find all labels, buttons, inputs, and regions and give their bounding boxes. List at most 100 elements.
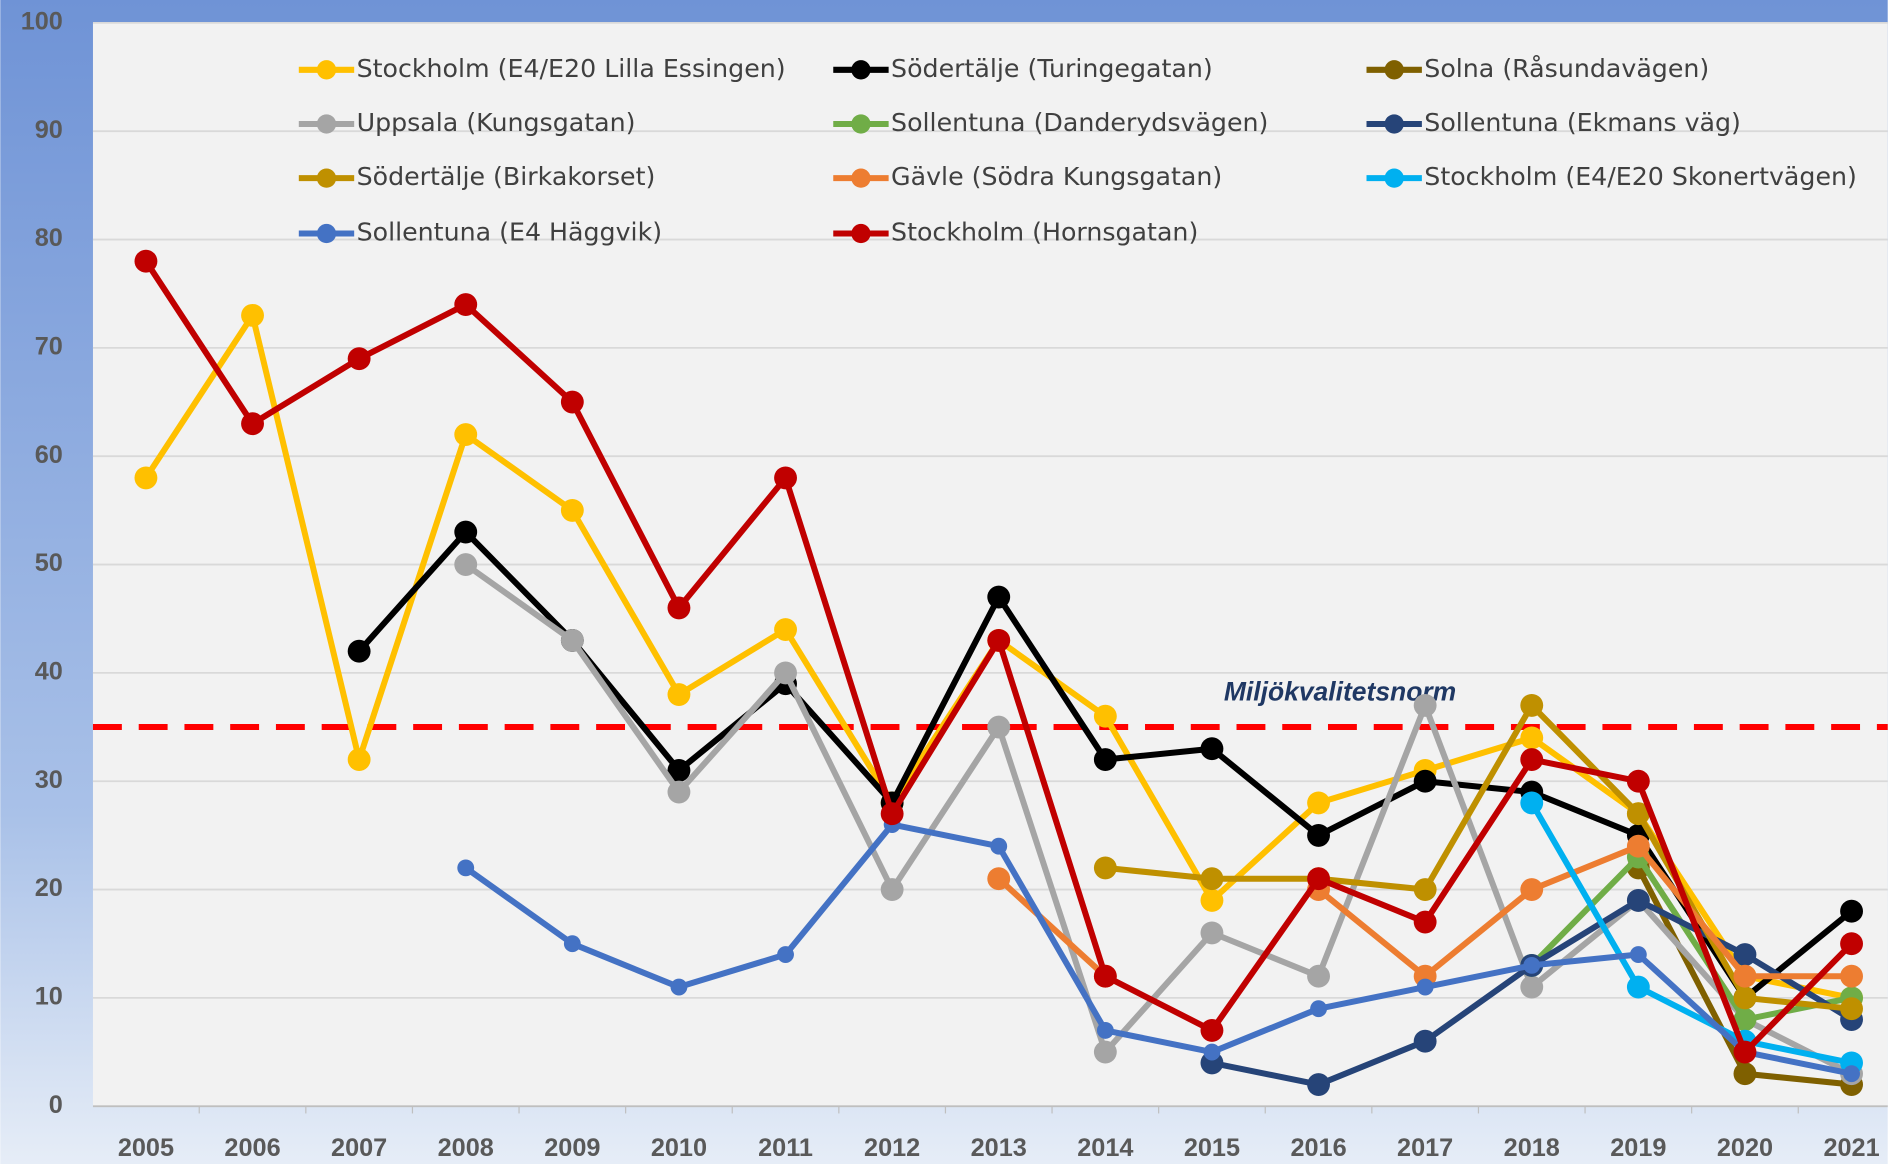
page: {"chart_data":{"type":"line", "categorie… <box>0 0 1888 1164</box>
legend-marker <box>317 60 336 79</box>
x-tick-label: 2009 <box>544 1134 600 1162</box>
legend-label: Stockholm (Hornsgatan) <box>891 218 1198 247</box>
y-tick-label: 20 <box>35 874 63 902</box>
data-point <box>774 618 797 641</box>
data-point <box>1201 921 1224 944</box>
data-point <box>1307 791 1330 814</box>
legend-marker <box>851 224 870 243</box>
data-point <box>1094 748 1117 771</box>
data-point <box>1414 911 1437 934</box>
x-tick-label: 2019 <box>1610 1134 1666 1162</box>
legend-label: Uppsala (Kungsgatan) <box>357 108 636 137</box>
data-point <box>990 838 1007 855</box>
x-tick-label: 2017 <box>1397 1134 1453 1162</box>
x-tick-label: 2020 <box>1717 1134 1773 1162</box>
data-point <box>1734 965 1757 988</box>
data-point <box>1097 1022 1114 1039</box>
data-point <box>1094 1041 1117 1064</box>
data-point <box>348 347 371 370</box>
data-point <box>1520 694 1543 717</box>
data-point <box>1094 856 1117 879</box>
data-point <box>1201 737 1224 760</box>
data-point <box>668 596 691 619</box>
data-point <box>134 466 157 489</box>
data-point <box>1520 748 1543 771</box>
data-point <box>1734 1041 1757 1064</box>
y-tick-label: 90 <box>35 116 63 144</box>
legend-label: Sollentuna (Danderydsvägen) <box>891 108 1268 137</box>
legend-label: Södertälje (Turingegatan) <box>891 54 1213 83</box>
y-tick-label: 60 <box>35 441 63 469</box>
data-point <box>1840 997 1863 1020</box>
data-point <box>1627 835 1650 858</box>
data-point <box>1307 824 1330 847</box>
legend-label: Gävle (Södra Kungsgatan) <box>891 162 1222 191</box>
data-point <box>1627 889 1650 912</box>
data-point <box>1520 976 1543 999</box>
data-point <box>1201 889 1224 912</box>
legend-marker <box>317 114 336 133</box>
data-point <box>454 293 477 316</box>
data-point <box>774 466 797 489</box>
data-point <box>241 304 264 327</box>
data-point <box>1414 770 1437 793</box>
data-point <box>1414 694 1437 717</box>
y-tick-label: 0 <box>49 1091 63 1119</box>
x-tick-label: 2010 <box>651 1134 707 1162</box>
y-tick-label: 100 <box>21 8 63 36</box>
data-point <box>881 878 904 901</box>
data-point <box>1307 965 1330 988</box>
x-tick-label: 2008 <box>438 1134 494 1162</box>
data-point <box>564 935 581 952</box>
data-point <box>1307 1073 1330 1096</box>
legend-label: Sollentuna (Ekmans väg) <box>1424 108 1741 137</box>
data-point <box>987 867 1010 890</box>
legend-marker <box>317 169 336 188</box>
data-point <box>1094 965 1117 988</box>
x-tick-label: 2012 <box>864 1134 920 1162</box>
x-tick-label: 2005 <box>118 1134 174 1162</box>
legend-label: Stockholm (E4/E20 Lilla Essingen) <box>357 54 786 83</box>
data-point <box>671 979 688 996</box>
data-point <box>1630 946 1647 963</box>
data-point <box>1840 932 1863 955</box>
y-tick-label: 50 <box>35 549 63 577</box>
x-tick-label: 2014 <box>1077 1134 1133 1162</box>
x-tick-label: 2011 <box>758 1134 813 1162</box>
data-point <box>561 629 584 652</box>
data-point <box>1840 900 1863 923</box>
data-point <box>1201 867 1224 890</box>
x-tick-label: 2006 <box>224 1134 280 1162</box>
data-point <box>454 423 477 446</box>
legend-marker <box>851 60 870 79</box>
y-tick-label: 10 <box>35 983 63 1011</box>
data-point <box>1520 791 1543 814</box>
data-point <box>1734 986 1757 1009</box>
legend-marker <box>851 169 870 188</box>
data-point <box>457 859 474 876</box>
data-point <box>1307 867 1330 890</box>
legend-marker <box>1385 60 1404 79</box>
data-point <box>1094 705 1117 728</box>
legend-label: Södertälje (Birkakorset) <box>357 162 656 191</box>
legend-marker <box>1385 114 1404 133</box>
data-point <box>774 661 797 684</box>
data-point <box>987 586 1010 609</box>
x-tick-label: 2016 <box>1290 1134 1346 1162</box>
data-point <box>1204 1044 1221 1061</box>
data-point <box>454 521 477 544</box>
data-point <box>1627 770 1650 793</box>
data-point <box>1520 726 1543 749</box>
data-point <box>777 946 794 963</box>
data-point <box>881 802 904 825</box>
data-point <box>1414 878 1437 901</box>
data-point <box>1523 957 1540 974</box>
data-point <box>1310 1000 1327 1017</box>
legend-marker <box>317 224 336 243</box>
legend-label: Solna (Råsundavägen) <box>1424 54 1709 83</box>
x-tick-label: 2007 <box>331 1134 387 1162</box>
x-tick-label: 2013 <box>971 1134 1027 1162</box>
data-point <box>1627 976 1650 999</box>
y-tick-label: 40 <box>35 658 63 686</box>
chart: 0102030405060708090100200520062007200820… <box>0 0 1888 1164</box>
